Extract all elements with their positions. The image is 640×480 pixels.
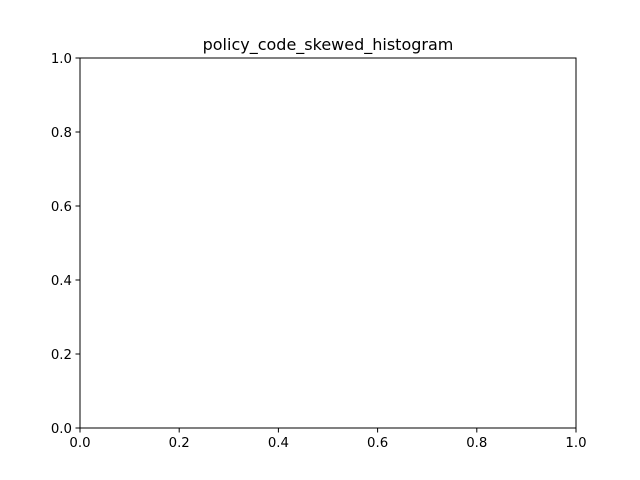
y-tick-label: 1.0 [51,52,72,67]
y-tick-label: 0.6 [51,200,72,215]
y-tick-label: 0.2 [51,348,72,363]
x-tick-label: 0.2 [169,436,190,451]
y-tick-label: 0.4 [51,274,72,289]
y-tick-label: 0.0 [51,422,72,437]
x-tick-label: 0.8 [466,436,487,451]
x-tick-label: 0.6 [367,436,388,451]
plot-area-frame [79,57,577,429]
x-tick-label: 0.4 [268,436,289,451]
chart-title: policy_code_skewed_histogram [203,35,454,55]
y-tick-label: 0.8 [51,126,72,141]
y-axis-ticks: 0.0 0.2 0.4 0.6 0.8 1.0 [51,52,80,437]
x-axis-ticks: 0.0 0.2 0.4 0.6 0.8 1.0 [69,428,587,451]
x-tick-label: 1.0 [565,436,586,451]
x-tick-label: 0.0 [69,436,90,451]
